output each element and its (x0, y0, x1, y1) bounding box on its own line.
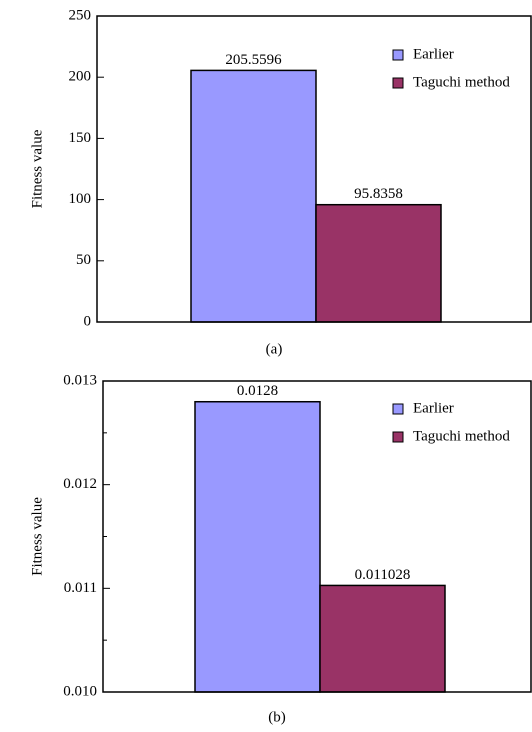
legend-swatch (392, 49, 404, 61)
bar (194, 400, 321, 693)
legend-label: Taguchi method (413, 74, 510, 90)
caption: (b) (268, 709, 286, 725)
bar (319, 584, 446, 693)
legend-label: Taguchi method (413, 428, 510, 444)
value-label: 205.5596 (225, 52, 282, 68)
bar (190, 69, 317, 323)
y-tick-label: 0 (84, 313, 92, 329)
plot-frame (96, 15, 532, 323)
value-label: 0.011028 (355, 567, 411, 583)
legend-label: Earlier (413, 46, 454, 62)
bar (315, 203, 442, 323)
y-tick-label: 0.010 (63, 683, 97, 699)
legend-swatch (392, 403, 404, 415)
value-label: 95.8358 (354, 186, 403, 202)
y-tick-label: 100 (69, 191, 92, 207)
y-tick-label: 0.011 (64, 580, 97, 596)
y-tick-label: 0.012 (63, 476, 97, 492)
y-tick-label: 0.013 (63, 372, 97, 388)
y-tick-label: 150 (69, 130, 92, 146)
y-axis-label: Fitness value (29, 129, 45, 208)
caption: (a) (266, 341, 283, 357)
legend-swatch (392, 77, 404, 89)
y-tick-label: 250 (69, 7, 92, 23)
legend-label: Earlier (413, 400, 454, 416)
value-label: 0.0128 (237, 383, 278, 399)
plot-frame (102, 380, 532, 693)
legend-swatch (392, 431, 404, 443)
y-tick-label: 50 (76, 252, 91, 268)
y-tick-label: 200 (69, 69, 92, 85)
y-axis-label: Fitness value (29, 497, 45, 576)
